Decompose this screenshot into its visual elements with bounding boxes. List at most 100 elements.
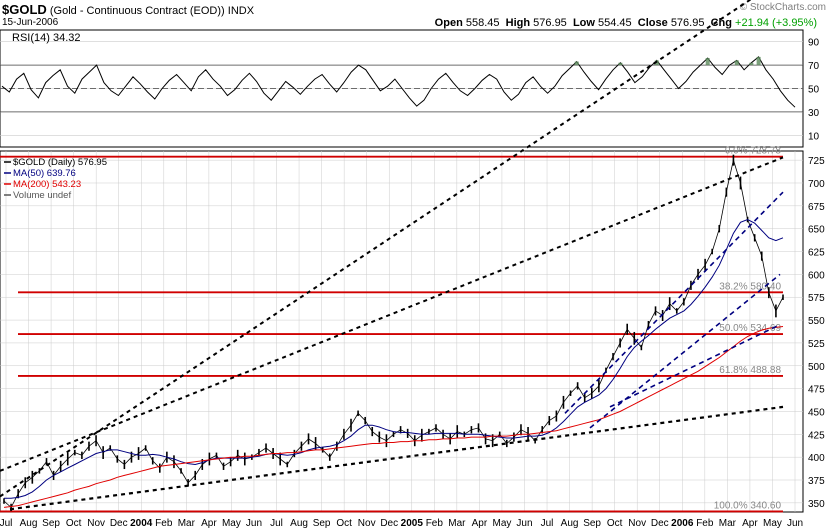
- price-tick-label: 350: [808, 499, 825, 510]
- price-tick-label: 475: [808, 385, 825, 396]
- chg-value: +21.94 (+3.95%): [735, 17, 817, 29]
- rsi-overbought-fill: [618, 62, 623, 66]
- symbol-name: (Gold - Continuous Contract (EOD)): [49, 5, 225, 17]
- price-tick-label: 725: [808, 156, 825, 167]
- x-tick-label: Oct: [66, 518, 82, 529]
- x-tick-label: Aug: [561, 518, 579, 529]
- x-tick-label: 2006: [671, 518, 694, 529]
- open-label: Open: [434, 17, 463, 29]
- rsi-tick-label: 10: [808, 131, 820, 142]
- x-tick-label: Oct: [336, 518, 352, 529]
- trendline-steep: [0, 0, 752, 498]
- low-label: Low: [572, 17, 595, 29]
- rsi-title: RSI(14) 34.32: [12, 32, 80, 44]
- trendline-lower: [9, 405, 784, 511]
- price-panel-frame: [0, 150, 804, 513]
- x-tick-label: Dec: [110, 518, 128, 529]
- x-tick-label: Dec: [380, 518, 398, 529]
- watermark: © StockCharts.com: [739, 2, 826, 13]
- open-value: 558.45: [465, 17, 500, 29]
- price-tick-label: 575: [808, 293, 825, 304]
- x-tick-label: 2005: [401, 518, 424, 529]
- x-tick-label: Apr: [472, 518, 488, 529]
- legend-entry: Volume undef: [13, 190, 71, 201]
- close-value: 576.95: [670, 17, 705, 29]
- rsi-tick-label: 50: [808, 85, 820, 96]
- price-tick-label: 425: [808, 430, 825, 441]
- x-tick-label: Jun: [246, 518, 262, 529]
- price-tick-label: 525: [808, 339, 825, 350]
- legend-entry: MA(200) 543.23: [13, 179, 81, 190]
- rsi-tick-label: 90: [808, 38, 820, 49]
- channel-line-2: [589, 273, 781, 429]
- x-tick-label: May: [763, 518, 782, 529]
- x-tick-label: Sep: [583, 518, 601, 529]
- x-tick-label: Nov: [628, 518, 646, 529]
- rsi-overbought-fill: [756, 56, 761, 66]
- x-tick-label: Apr: [742, 518, 758, 529]
- channel-line-3: [609, 323, 781, 408]
- price-tick-label: 625: [808, 248, 825, 259]
- chart-header-title: $GOLD (Gold - Continuous Contract (EOD))…: [2, 2, 254, 17]
- price-tick-label: 400: [808, 453, 825, 464]
- fib-level-label: 0.0% 728.78: [725, 146, 782, 157]
- x-tick-label: Jun: [516, 518, 532, 529]
- exchange: INDX: [227, 5, 255, 17]
- close-label: Close: [637, 17, 668, 29]
- price-tick-label: 450: [808, 407, 825, 418]
- x-tick-label: Mar: [448, 518, 466, 529]
- x-tick-label: Sep: [42, 518, 60, 529]
- legend-entry: MA(50) 639.76: [13, 168, 76, 179]
- fib-level-label: 50.0% 534.69: [719, 323, 781, 334]
- rsi-overbought-fill: [734, 60, 739, 66]
- x-tick-label: Apr: [201, 518, 217, 529]
- low-value: 554.45: [598, 17, 632, 29]
- x-tick-label: Feb: [696, 518, 714, 529]
- x-tick-label: Jul: [0, 518, 12, 529]
- rsi-tick-label: 30: [808, 108, 820, 119]
- fib-level-label: 61.8% 488.88: [719, 365, 781, 376]
- price-tick-label: 675: [808, 202, 825, 213]
- x-tick-label: Jul: [270, 518, 283, 529]
- price-tick-label: 600: [808, 270, 825, 281]
- channel-line-1: [564, 191, 784, 414]
- x-tick-label: Aug: [20, 518, 38, 529]
- chart-date: 15-Jun-2006: [2, 17, 59, 28]
- x-tick-label: Aug: [290, 518, 308, 529]
- x-tick-label: Mar: [719, 518, 737, 529]
- price-tick-label: 650: [808, 225, 825, 236]
- price-tick-label: 700: [808, 179, 825, 190]
- x-tick-label: 2004: [130, 518, 153, 529]
- x-tick-label: May: [222, 518, 241, 529]
- rsi-overbought-fill: [749, 62, 754, 66]
- x-tick-label: May: [492, 518, 511, 529]
- rsi-overbought-fill: [574, 61, 579, 66]
- chg-label: Chg: [710, 17, 732, 29]
- ma200-line: [3, 326, 784, 508]
- price-tick-label: 500: [808, 362, 825, 373]
- x-tick-label: Mar: [178, 518, 196, 529]
- high-label: High: [505, 17, 531, 29]
- price-tick-label: 375: [808, 476, 825, 487]
- high-value: 576.95: [533, 17, 567, 29]
- symbol: $GOLD: [2, 2, 47, 17]
- price-line: [3, 158, 784, 509]
- ma50-line: [4, 218, 784, 499]
- x-tick-label: Feb: [155, 518, 173, 529]
- price-tick-label: 550: [808, 316, 825, 327]
- ohlc-stats: Open 558.45 High 576.95 Low 554.45 Close…: [435, 17, 817, 29]
- x-tick-label: Feb: [426, 518, 444, 529]
- legend-entry: $GOLD (Daily) 576.95: [13, 157, 107, 168]
- x-tick-label: Nov: [358, 518, 376, 529]
- x-tick-label: Oct: [607, 518, 623, 529]
- x-tick-label: Nov: [87, 518, 105, 529]
- rsi-overbought-fill: [705, 58, 710, 66]
- fib-level-label: 100.0% 340.60: [714, 500, 782, 511]
- x-tick-label: Jul: [541, 518, 554, 529]
- x-tick-label: Dec: [651, 518, 669, 529]
- rsi-line: [1, 56, 796, 108]
- fib-level-label: 38.2% 580.40: [719, 281, 781, 292]
- x-tick-label: Jun: [787, 518, 803, 529]
- rsi-tick-label: 70: [808, 61, 820, 72]
